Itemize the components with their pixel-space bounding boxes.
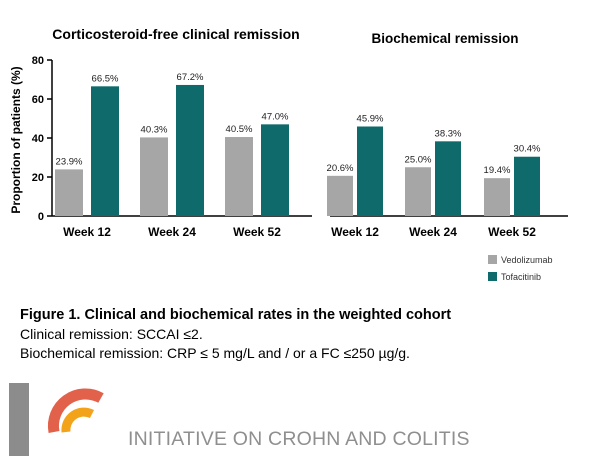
x-category-label: Week 52	[233, 225, 281, 239]
legend-label: Tofacitinib	[501, 272, 541, 282]
bar-tofacitinib-week-52	[261, 124, 289, 216]
chart-title-biochemical: Biochemical remission	[371, 31, 518, 46]
chart-clinical-remission: Corticosteroid-free clinical remission P…	[9, 26, 312, 239]
legend-swatch	[488, 272, 497, 281]
bar-vedolizumab-week-52	[484, 178, 510, 216]
bar-value-label: 47.0%	[262, 111, 289, 122]
bar-vedolizumab-week-52	[225, 137, 253, 216]
bar-value-label: 38.3%	[435, 128, 462, 139]
bar-value-label: 30.4%	[514, 144, 541, 155]
bar-value-label: 67.2%	[177, 72, 204, 83]
bars-clinical: 23.9% 66.5% 40.3% 67.2% 40.5% 47.0%	[55, 72, 289, 217]
y-axis-title: Proportion of patients (%)	[9, 66, 23, 213]
bar-value-label: 19.4%	[484, 165, 511, 176]
bar-tofacitinib-week-12	[91, 86, 119, 216]
logo-bar	[9, 383, 29, 456]
figure-charts: Corticosteroid-free clinical remission P…	[9, 26, 568, 282]
bar-tofacitinib-week-24	[176, 84, 204, 217]
logo-arc-orange	[61, 407, 95, 433]
bar-vedolizumab-week-12	[327, 175, 353, 216]
x-axis-categories: Week 12 Week 24 Week 52	[63, 225, 281, 239]
bar-vedolizumab-week-24	[140, 137, 168, 216]
figure-caption: Figure 1. Clinical and biochemical rates…	[20, 306, 580, 363]
x-axis-categories-right: Week 12 Week 24 Week 52	[331, 225, 536, 239]
x-category-label: Week 52	[488, 225, 536, 239]
caption-title: Figure 1. Clinical and biochemical rates…	[20, 307, 452, 323]
x-category-label: Week 12	[63, 225, 111, 239]
bar-tofacitinib-week-12	[357, 126, 383, 216]
legend-label: Vedolizumab	[501, 255, 553, 265]
bar-value-label: 66.5%	[92, 73, 119, 84]
bar-value-label: 23.9%	[56, 156, 83, 167]
bar-tofacitinib-week-52	[514, 156, 540, 216]
x-category-label: Week 12	[331, 225, 379, 239]
bars-biochemical: 20.6% 45.9% 25.0% 38.3% 19.4%30.4%	[327, 113, 541, 216]
chart-title-clinical: Corticosteroid-free clinical remission	[52, 26, 299, 42]
x-category-label: Week 24	[409, 225, 457, 239]
y-tick-label: 80	[32, 55, 44, 67]
logo-arc-red	[47, 388, 104, 434]
bar-tofacitinib-week-24	[435, 141, 461, 216]
bar-value-label: 40.5%	[226, 124, 253, 135]
y-tick-label: 20	[32, 172, 44, 184]
legend-swatch	[488, 255, 497, 264]
brand-logo	[9, 383, 104, 456]
y-axis-ticks: 0 20 40 60 80	[32, 55, 52, 223]
bar-value-label: 20.6%	[327, 163, 354, 174]
brand-name: INITIATIVE ON CROHN AND COLITIS	[128, 428, 470, 450]
x-category-label: Week 24	[148, 225, 196, 239]
caption-line-clinical: Clinical remission: SCCAI ≤2.	[20, 326, 203, 342]
legend: Vedolizumab Tofacitinib	[488, 255, 553, 282]
y-tick-label: 60	[32, 94, 44, 106]
bar-value-label: 40.3%	[141, 124, 168, 135]
caption-line-biochemical: Biochemical remission: CRP ≤ 5 mg/L and …	[20, 345, 410, 361]
bar-vedolizumab-week-24	[405, 167, 431, 216]
bar-vedolizumab-week-12	[55, 169, 83, 216]
chart-biochemical-remission: Biochemical remission 20.6% 45.9% 25.0% 38.…	[327, 31, 568, 239]
y-tick-label: 40	[32, 133, 44, 145]
y-tick-label: 0	[38, 211, 44, 223]
bar-value-label: 45.9%	[357, 113, 384, 124]
bar-value-label: 25.0%	[405, 154, 432, 165]
